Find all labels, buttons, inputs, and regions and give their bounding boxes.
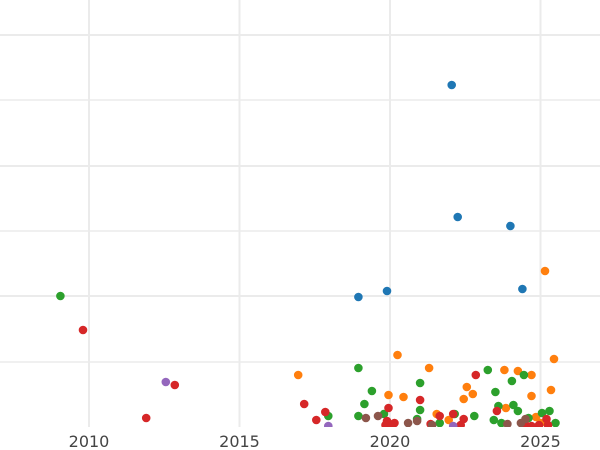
data-point-green [545,406,554,416]
data-point-brown [373,411,383,421]
data-point-purple [161,377,171,387]
data-point-green [519,370,529,380]
data-point-orange [444,415,454,425]
x-tick-label: 2025 [520,432,561,450]
data-point-orange [549,354,559,364]
data-point-red [312,415,321,425]
data-point-red [456,420,465,427]
data-point-blue [506,221,515,231]
data-point-green [483,365,493,375]
data-point-green [360,399,369,409]
data-point-blue [518,284,527,294]
data-point-green [489,415,499,425]
data-point-red [387,422,396,427]
data-point-blue [447,80,457,90]
x-tick-label: 2010 [69,432,110,450]
data-point-brown [503,419,512,427]
data-point-red [415,395,425,405]
x-tick-label: 2020 [370,432,411,450]
data-point-orange [540,266,550,276]
data-point-red [448,409,458,419]
data-point-purple [324,421,333,427]
data-point-blue [354,292,363,302]
data-point-orange [527,370,536,380]
data-point-orange [399,392,408,402]
data-point-green [354,363,363,373]
data-point-brown [403,418,413,427]
data-point-red [384,403,393,413]
data-point-brown [412,416,422,426]
data-point-red [78,325,88,335]
data-point-green [551,418,560,427]
data-point-orange [293,370,303,380]
data-point-red [543,420,553,427]
data-point-red [534,420,544,427]
data-point-brown [427,420,437,427]
data-point-orange [393,350,402,360]
data-point-orange [384,390,393,400]
data-point-red [170,380,180,390]
data-point-orange [468,389,478,399]
data-point-orange [459,394,469,404]
data-point-orange [546,385,556,395]
data-point-blue [382,286,392,296]
data-point-orange [424,363,434,373]
data-point-green [415,378,425,388]
data-point-green [509,400,518,410]
data-point-red [321,407,330,417]
data-points [56,80,560,427]
data-point-green [367,386,377,396]
data-point-red [527,421,536,427]
data-point-red [299,399,309,409]
data-point-orange [462,382,472,392]
data-point-brown [361,413,371,423]
data-point-red [141,413,151,423]
data-point-green [513,406,523,416]
x-axis-tick-labels: 2010 2015 2020 2025 [69,432,561,450]
data-point-orange [500,365,509,375]
data-point-green [354,411,363,421]
data-point-green [435,418,444,427]
grid-lines [0,0,600,427]
data-point-green [537,408,547,418]
data-point-orange [501,403,511,413]
data-point-green [56,291,65,301]
data-point-red [435,411,445,421]
data-point-red [471,370,481,380]
data-point-green [415,405,425,415]
x-tick-label: 2015 [219,432,260,450]
data-point-green [470,411,479,421]
data-point-brown [516,418,526,427]
data-point-blue [453,212,463,222]
data-point-red [492,406,502,416]
data-point-green [507,376,517,386]
data-point-orange [527,391,536,401]
data-point-purple [448,421,458,427]
data-point-green [491,387,500,397]
